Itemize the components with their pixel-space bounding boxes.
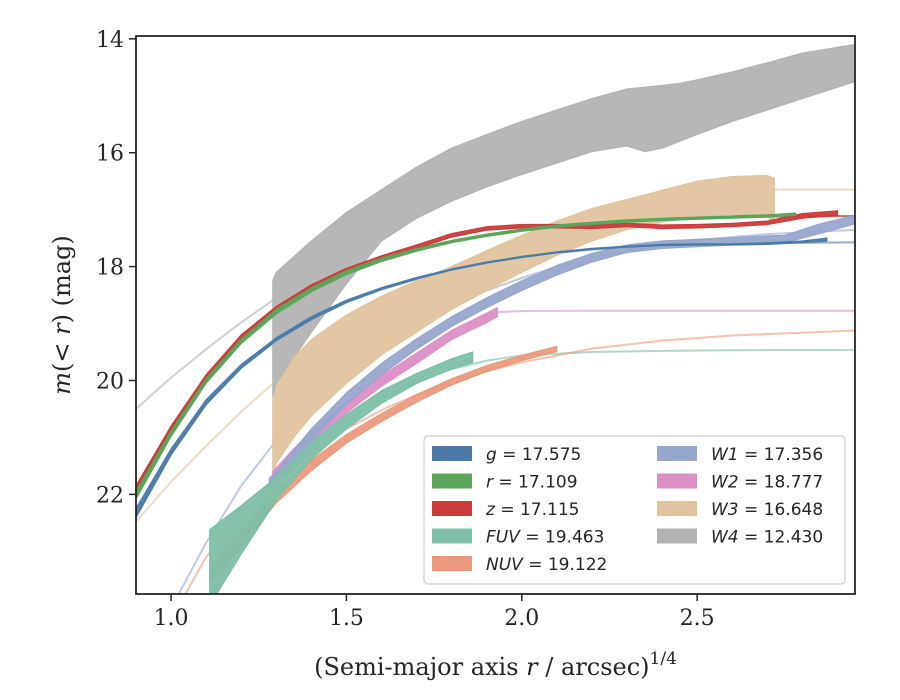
legend-entry-w2: W2 = 18.777: [711, 473, 823, 493]
x-tick-label: 1.5: [329, 606, 364, 631]
legend-swatch-r: [432, 473, 472, 489]
y-tick-label: 14: [96, 28, 124, 53]
legend-swatch-w1: [657, 446, 697, 461]
legend-entry-g: g = 17.575: [486, 445, 581, 465]
legend-swatch-w3: [657, 501, 697, 516]
axis-labels: (Semi-major axis r / arcsec)1/4 m(< r) (m…: [48, 235, 677, 681]
x-axis-label: (Semi-major axis r / arcsec)1/4: [314, 649, 677, 681]
x-tick-label: 2.5: [680, 606, 715, 631]
legend-entry-fuv: FUV = 19.463: [486, 528, 604, 548]
x-tick-label: 2.0: [504, 606, 539, 631]
y-tick-label: 22: [96, 483, 124, 508]
data-band-fuv: [209, 351, 474, 594]
data-bands-layer: [136, 43, 855, 594]
legend-entry-nuv: NUV = 19.122: [486, 555, 607, 575]
y-tick-label: 20: [96, 369, 124, 394]
y-axis-label: m(< r) (mag): [48, 235, 76, 395]
legend-entry-w3: W3 = 16.648: [711, 500, 823, 520]
plot-frame: [135, 35, 856, 595]
y-axis-ticks: 14 16 18 20 22: [96, 28, 136, 508]
legend: g = 17.575 r = 17.109 z = 17.115 FUV = 19.4…: [423, 435, 846, 585]
legend-entry-z: z = 17.115: [485, 500, 579, 520]
data-band-w4: [272, 43, 855, 399]
legend-swatch-nuv: [432, 556, 472, 571]
x-axis-ticks: 1.0 1.5 2.0 2.5: [154, 594, 715, 631]
legend-swatch-fuv: [432, 528, 472, 544]
legend-entry-r: r = 17.109: [486, 473, 578, 493]
data-band-g: [136, 237, 828, 518]
legend-swatch-w4: [657, 528, 697, 544]
legend-entry-w1: W1 = 17.356: [711, 445, 823, 465]
x-tick-label: 1.0: [154, 606, 189, 631]
legend-swatch-z: [432, 501, 472, 516]
data-band-w1: [268, 214, 855, 490]
legend-entry-w4: W4 = 12.430: [711, 528, 823, 548]
legend-swatch-g: [432, 446, 472, 461]
data-band-w3: [272, 174, 775, 475]
y-tick-label: 18: [96, 256, 124, 281]
data-band-nuv: [209, 345, 558, 584]
legend-swatch-w2: [657, 473, 697, 489]
legend-box: [423, 435, 846, 585]
data-band-r: [136, 212, 797, 500]
y-tick-label: 16: [96, 142, 124, 167]
